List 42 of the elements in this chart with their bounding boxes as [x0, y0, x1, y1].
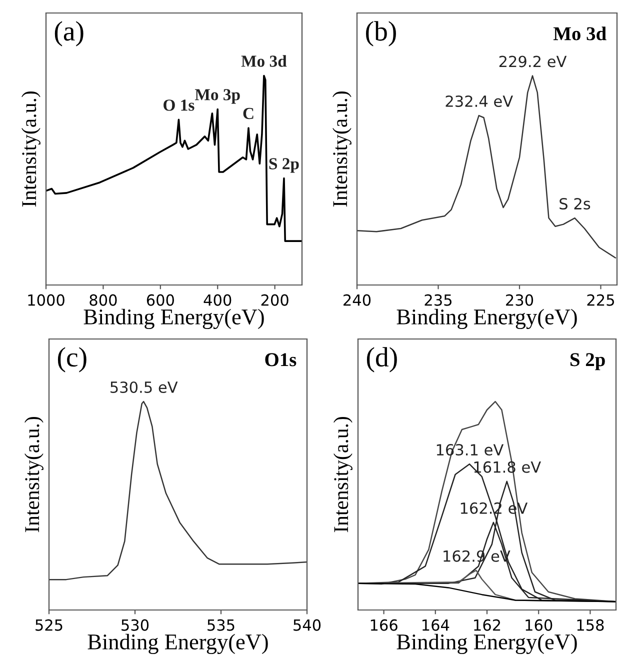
- chart-title: (c): [58, 347, 86, 372]
- annotation: Mo 3p: [194, 89, 240, 104]
- chart-title: (a): [54, 21, 84, 46]
- text: O1s: [265, 353, 296, 366]
- y-axis-title: Intensity(a.u.): [333, 416, 352, 532]
- x-tick-label: 1000: [28, 294, 64, 306]
- annotation: S 2s: [560, 198, 590, 210]
- x-tick-label: 235: [424, 294, 452, 306]
- annotation: 232.4 eV: [446, 95, 513, 108]
- x-tick-label: 240: [344, 294, 371, 306]
- y-axis-title: Intensity(a.u.): [24, 416, 44, 532]
- annotation: 229.2 eV: [499, 56, 567, 68]
- annotation: C: [243, 108, 254, 120]
- x-axis-title: Binding Energy(eV): [84, 308, 264, 330]
- x-tick-label: 166: [370, 619, 398, 631]
- text: S 2p: [570, 353, 605, 370]
- y-axis-title: Intensity(a.u.): [332, 91, 352, 207]
- x-tick-label: 230: [506, 294, 534, 306]
- x-tick-label: 164: [422, 619, 450, 631]
- x-tick-label: 400: [204, 294, 232, 306]
- x-axis-title: Binding Energy(eV): [396, 308, 577, 330]
- y-axis-title: Intensity(a.u.): [21, 91, 40, 207]
- annotation: 530.5 eV: [110, 381, 178, 394]
- text: Mo 3d: [553, 26, 606, 40]
- x-tick-label: 200: [261, 294, 288, 306]
- x-axis-title: Binding Energy(eV): [88, 634, 268, 654]
- x-tick-label: 540: [294, 619, 321, 631]
- chart-title: (b): [366, 21, 396, 46]
- x-tick-label: 225: [587, 294, 614, 306]
- x-tick-label: 800: [90, 294, 117, 306]
- x-tick-label: 160: [526, 619, 552, 631]
- chart-title: (d): [366, 347, 397, 372]
- x-tick-label: 158: [577, 619, 604, 631]
- x-axis-title: Binding Energy(eV): [396, 634, 577, 654]
- annotation: S 2p: [269, 158, 299, 173]
- annotation: O 1s: [164, 100, 194, 111]
- x-tick-label: 535: [208, 619, 234, 631]
- annotation: Mo 3d: [241, 55, 287, 67]
- x-tick-label: 162: [474, 619, 500, 631]
- x-tick-label: 600: [146, 294, 174, 306]
- x-tick-label: 525: [36, 619, 62, 631]
- x-tick-label: 530: [122, 619, 149, 631]
